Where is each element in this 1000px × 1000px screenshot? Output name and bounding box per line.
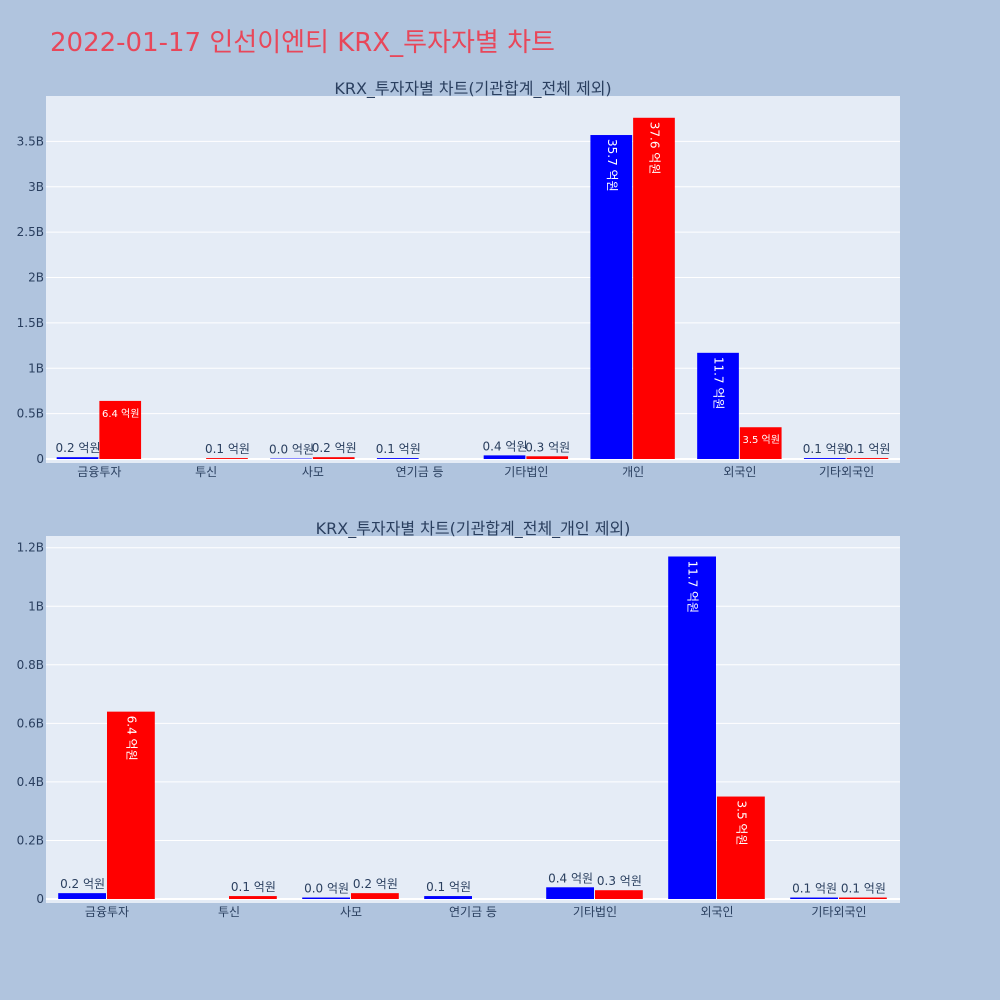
chart1-ytick-label: 2.5B — [17, 225, 44, 239]
chart2-ytick-label: 1.2B — [17, 541, 44, 555]
chart1-ytick-label: 3.5B — [17, 134, 44, 148]
chart2-bar — [351, 893, 399, 899]
chart2-data-label: 0.0 억원 — [304, 882, 349, 896]
chart1-data-label: 0.3 억원 — [525, 440, 570, 454]
chart1-bar — [526, 456, 569, 459]
chart2-data-label: 0.1 억원 — [231, 880, 276, 894]
chart2-bar — [668, 556, 716, 899]
chart1-data-label: 0.1 억원 — [803, 442, 848, 456]
chart2-xtick-label: 기타외국인 — [811, 905, 866, 919]
chart1-data-label: 0.1 억원 — [205, 442, 250, 456]
chart1-bar — [739, 427, 782, 459]
chart2-ytick-label: 1B — [28, 599, 44, 613]
chart2-xtick-label: 투신 — [218, 905, 240, 919]
chart1-bar — [846, 458, 889, 459]
chart1-xtick-label: 기타외국인 — [819, 465, 874, 479]
chart1-bar — [56, 457, 99, 459]
chart1-xtick-label: 사모 — [302, 465, 324, 479]
chart2-bar — [58, 893, 106, 899]
chart1-bar — [803, 458, 846, 459]
chart1-data-label: 37.6 억원 — [647, 122, 661, 175]
chart2-bar — [302, 897, 350, 899]
chart2-bar — [229, 896, 277, 899]
chart2-xtick-label: 금융투자 — [85, 905, 129, 919]
chart1-bar — [633, 117, 675, 459]
chart1-bar — [206, 458, 248, 459]
chart2-bar — [595, 890, 643, 899]
chart1-data-label: 6.4 억원 — [102, 408, 139, 420]
chart2-xtick-label: 외국인 — [700, 905, 733, 919]
chart2-ytick-label: 0 — [36, 892, 44, 906]
chart1-bar — [483, 455, 526, 459]
chart2-ytick-label: 0.4B — [17, 775, 44, 789]
chart1-title: KRX_투자자별 차트(기관합계_전체 제외) — [334, 79, 611, 99]
chart2-title: KRX_투자자별 차트(기관합계_전체_개인 제외) — [316, 519, 631, 539]
chart2-plot-area — [46, 536, 900, 903]
chart1-ytick-label: 2B — [28, 271, 44, 285]
chart2-xtick-label: 연기금 등 — [449, 905, 497, 919]
chart2-data-label: 0.1 억원 — [426, 880, 471, 894]
chart2-bar — [107, 711, 155, 899]
chart1-xtick-label: 연기금 등 — [396, 465, 444, 479]
chart2-bar — [839, 897, 887, 899]
chart2-bar — [424, 896, 472, 899]
chart2-xtick-label: 사모 — [340, 905, 362, 919]
chart2-data-label: 3.5 억원 — [734, 801, 748, 846]
chart2-data-label: 6.4 억원 — [124, 716, 138, 761]
chart2-data-label: 0.2 억원 — [353, 877, 398, 891]
chart2-data-label: 0.1 억원 — [841, 882, 886, 896]
chart1-bar — [99, 400, 142, 459]
chart1-data-label: 0.4 억원 — [483, 439, 528, 453]
chart1-ytick-label: 3B — [28, 180, 44, 194]
chart1-data-label: 0.1 억원 — [845, 442, 890, 456]
chart2-data-label: 0.1 억원 — [792, 882, 837, 896]
chart1-plot-area — [46, 96, 900, 463]
chart2-data-label: 0.3 억원 — [597, 874, 642, 888]
chart2-bar — [790, 897, 838, 899]
chart1-bar — [376, 458, 419, 459]
chart2-ytick-label: 0.8B — [17, 658, 44, 672]
chart1-xtick-label: 개인 — [622, 465, 644, 479]
chart2-bar — [717, 796, 765, 899]
chart1-bar — [697, 352, 739, 459]
chart1-ytick-label: 1B — [28, 361, 44, 375]
chart2-ytick-label: 0.2B — [17, 833, 44, 847]
chart1-data-label: 0.2 억원 — [56, 441, 101, 455]
chart1-data-label: 11.7 억원 — [712, 357, 726, 410]
chart1-ytick-label: 0.5B — [17, 407, 44, 421]
chart1-xtick-label: 외국인 — [723, 465, 756, 479]
chart1-ytick-label: 1.5B — [17, 316, 44, 330]
chart1-xtick-label: 투신 — [195, 465, 217, 479]
chart1-data-label: 3.5 억원 — [742, 434, 779, 446]
chart1-bar — [590, 135, 633, 459]
chart1-xtick-label: 금융투자 — [77, 465, 121, 479]
chart1-xtick-label: 기타법인 — [504, 465, 548, 479]
chart1-data-label: 0.0 억원 — [269, 443, 314, 457]
chart1-ytick-label: 0 — [36, 452, 44, 466]
chart1-data-label: 0.2 억원 — [312, 441, 357, 455]
chart2-data-label: 11.7 억원 — [686, 560, 700, 613]
chart1-data-label: 35.7 억원 — [605, 139, 619, 192]
chart1-data-label: 0.1 억원 — [376, 442, 421, 456]
chart2-data-label: 0.2 억원 — [60, 877, 105, 891]
chart2-bar — [546, 887, 594, 899]
chart1-bar — [312, 457, 355, 459]
chart2-xtick-label: 기타법인 — [573, 905, 617, 919]
page-title: 2022-01-17 인선이엔티 KRX_투자자별 차트 — [50, 28, 555, 58]
chart2-data-label: 0.4 억원 — [548, 871, 593, 885]
chart2-ytick-label: 0.6B — [17, 716, 44, 730]
